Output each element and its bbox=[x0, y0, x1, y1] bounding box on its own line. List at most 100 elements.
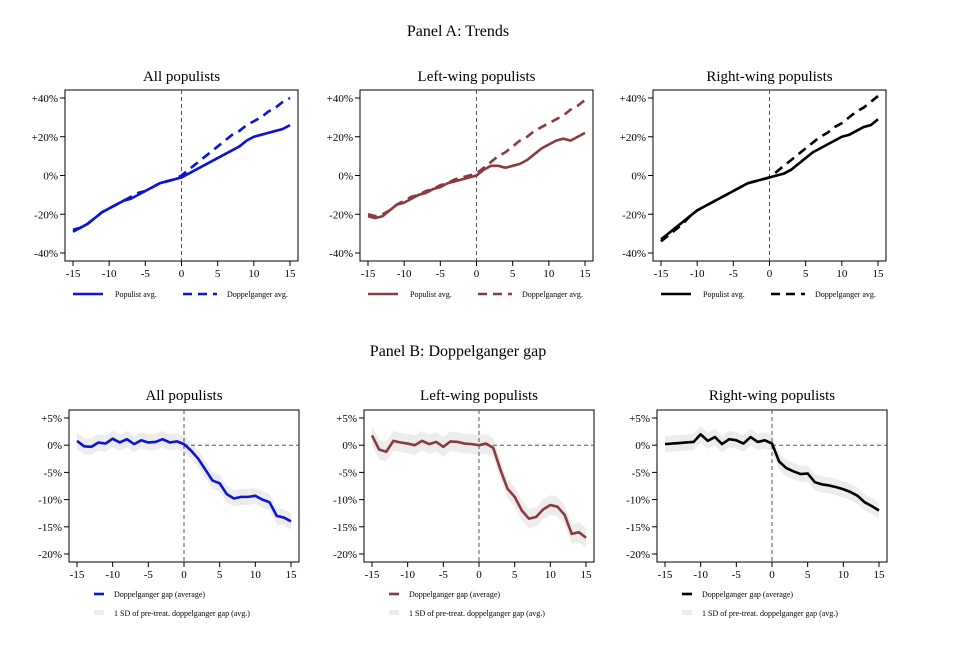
x-tick-label: -15 bbox=[654, 268, 669, 280]
legend-label: Populist avg. bbox=[115, 290, 157, 299]
x-tick-label: -15 bbox=[361, 268, 376, 280]
x-tick-label: 15 bbox=[873, 268, 885, 280]
chart-title: Right-wing populists bbox=[706, 69, 832, 85]
x-tick-label: -15 bbox=[70, 569, 85, 581]
x-tick-label: -5 bbox=[436, 268, 446, 280]
x-tick-label: 5 bbox=[215, 268, 221, 280]
chart-1: All populists -40% -20% 0% +20% +40% -15 -10 -5 0… bbox=[32, 69, 299, 299]
legend-label: Doppelganger gap (average) bbox=[409, 590, 500, 599]
x-tick-label: -5 bbox=[144, 569, 154, 581]
x-tick-label: 0 bbox=[474, 268, 480, 280]
x-tick-label: -10 bbox=[102, 268, 117, 280]
legend-label: Doppelganger gap (average) bbox=[702, 590, 793, 599]
y-tick-label: -5% bbox=[632, 467, 650, 479]
legend-swatch-band bbox=[682, 610, 692, 615]
x-tick-label: 10 bbox=[836, 268, 848, 280]
doppelganger-line bbox=[72, 96, 291, 233]
x-tick-label: -10 bbox=[105, 569, 120, 581]
legend-swatch-band bbox=[94, 610, 104, 615]
y-tick-label: -40% bbox=[622, 248, 646, 260]
y-tick-label: 0% bbox=[47, 440, 62, 452]
legend: Populist avg. Doppelganger avg. bbox=[73, 290, 288, 299]
legend: Doppelganger gap (average) 1 SD of pre-tr… bbox=[389, 590, 545, 618]
populist-line bbox=[367, 131, 586, 220]
y-tick-label: +5% bbox=[41, 413, 62, 425]
y-tick-label: -20% bbox=[38, 549, 62, 561]
legend: Populist avg. Doppelganger avg. bbox=[368, 290, 583, 299]
chart-title: Right-wing populists bbox=[709, 388, 835, 404]
y-tick-label: -15% bbox=[626, 522, 650, 534]
legend-swatch-band bbox=[389, 610, 399, 615]
x-tick-label: -5 bbox=[141, 268, 151, 280]
chart-title: All populists bbox=[143, 69, 220, 85]
x-tick-label: 5 bbox=[512, 569, 518, 581]
y-tick-label: -15% bbox=[38, 522, 62, 534]
x-tick-label: 10 bbox=[838, 569, 850, 581]
x-tick-label: -5 bbox=[729, 268, 739, 280]
x-tick-label: 15 bbox=[285, 268, 297, 280]
x-tick-label: 10 bbox=[250, 569, 262, 581]
legend-label: Doppelganger gap (average) bbox=[114, 590, 205, 599]
panel-b-title: Panel B: Doppelganger gap bbox=[370, 343, 546, 360]
gap-line bbox=[370, 434, 587, 539]
x-tick-label: -15 bbox=[658, 569, 673, 581]
y-tick-label: +5% bbox=[629, 413, 650, 425]
chart-4: All populists -20% -15% -10% -5% 0% +5% -15 -10 -… bbox=[38, 388, 300, 618]
y-tick-label: -40% bbox=[34, 248, 58, 260]
y-tick-label: -10% bbox=[333, 495, 357, 507]
x-tick-label: 0 bbox=[181, 569, 187, 581]
y-tick-label: +40% bbox=[327, 93, 353, 105]
y-tick-label: -10% bbox=[38, 495, 62, 507]
x-tick-label: 15 bbox=[581, 569, 593, 581]
x-tick-label: -10 bbox=[400, 569, 415, 581]
y-tick-label: 0% bbox=[631, 171, 646, 183]
y-tick-label: 0% bbox=[338, 171, 353, 183]
y-tick-label: +20% bbox=[620, 132, 646, 144]
y-tick-label: -20% bbox=[34, 209, 58, 221]
legend-label: 1 SD of pre-treat. doppelganger gap (avg… bbox=[114, 609, 250, 618]
chart-5: Left-wing populists -20% -15% -10% -5% 0% +5% -… bbox=[333, 388, 595, 618]
legend-label: 1 SD of pre-treat. doppelganger gap (avg… bbox=[409, 609, 545, 618]
doppelganger-line bbox=[660, 95, 879, 243]
y-tick-label: -5% bbox=[339, 467, 357, 479]
chart-title: Left-wing populists bbox=[420, 388, 538, 404]
y-tick-label: +40% bbox=[620, 93, 646, 105]
y-tick-label: +20% bbox=[32, 132, 58, 144]
x-tick-label: 15 bbox=[286, 569, 298, 581]
populist-line bbox=[660, 118, 879, 241]
x-tick-label: 0 bbox=[476, 569, 482, 581]
x-tick-label: -15 bbox=[365, 569, 380, 581]
x-tick-label: -10 bbox=[693, 569, 708, 581]
legend-label: Doppelganger avg. bbox=[227, 290, 288, 299]
x-tick-label: -5 bbox=[439, 569, 449, 581]
x-tick-label: 0 bbox=[767, 268, 773, 280]
legend-label: Doppelganger avg. bbox=[815, 290, 876, 299]
x-tick-label: 5 bbox=[803, 268, 809, 280]
chart-2: Left-wing populists -40% -20% 0% +20% +40% -15… bbox=[327, 69, 594, 299]
y-tick-label: -20% bbox=[333, 549, 357, 561]
chart-6: Right-wing populists -20% -15% -10% -5% 0% +5%… bbox=[626, 388, 888, 618]
y-tick-label: -20% bbox=[329, 209, 353, 221]
y-tick-label: -15% bbox=[333, 522, 357, 534]
legend-label: Populist avg. bbox=[410, 290, 452, 299]
x-tick-label: 15 bbox=[580, 268, 592, 280]
charts-group: All populists -40% -20% 0% +20% +40% -15 -10 -5 0… bbox=[32, 69, 888, 618]
x-tick-label: 0 bbox=[179, 268, 185, 280]
y-tick-label: 0% bbox=[43, 171, 58, 183]
sd-band bbox=[77, 430, 291, 530]
legend-label: Populist avg. bbox=[703, 290, 745, 299]
x-tick-label: 0 bbox=[769, 569, 775, 581]
gap-line bbox=[664, 433, 880, 512]
y-tick-label: -20% bbox=[626, 549, 650, 561]
legend-label: Doppelganger avg. bbox=[522, 290, 583, 299]
legend-label: 1 SD of pre-treat. doppelganger gap (avg… bbox=[702, 609, 838, 618]
gap-line bbox=[76, 437, 292, 523]
chart-title: All populists bbox=[145, 388, 222, 404]
x-tick-label: 10 bbox=[543, 268, 555, 280]
chart-3: Right-wing populists -40% -20% 0% +20% +40% -1… bbox=[620, 69, 887, 299]
legend: Doppelganger gap (average) 1 SD of pre-tr… bbox=[94, 590, 250, 618]
x-tick-label: 5 bbox=[217, 569, 223, 581]
x-tick-label: -10 bbox=[397, 268, 412, 280]
x-tick-label: 10 bbox=[248, 268, 260, 280]
